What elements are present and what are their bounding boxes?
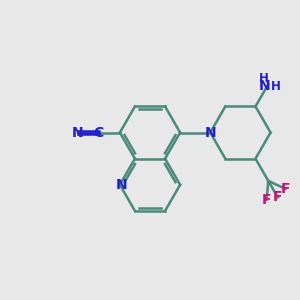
Text: C: C (94, 126, 104, 140)
Text: N: N (205, 126, 216, 140)
Text: H: H (259, 71, 269, 85)
Text: F: F (262, 193, 272, 207)
Text: F: F (281, 182, 290, 196)
Text: N: N (258, 79, 270, 93)
Text: F: F (273, 190, 283, 204)
Text: H: H (271, 80, 281, 92)
Text: N: N (116, 178, 127, 192)
Text: N: N (72, 126, 83, 140)
